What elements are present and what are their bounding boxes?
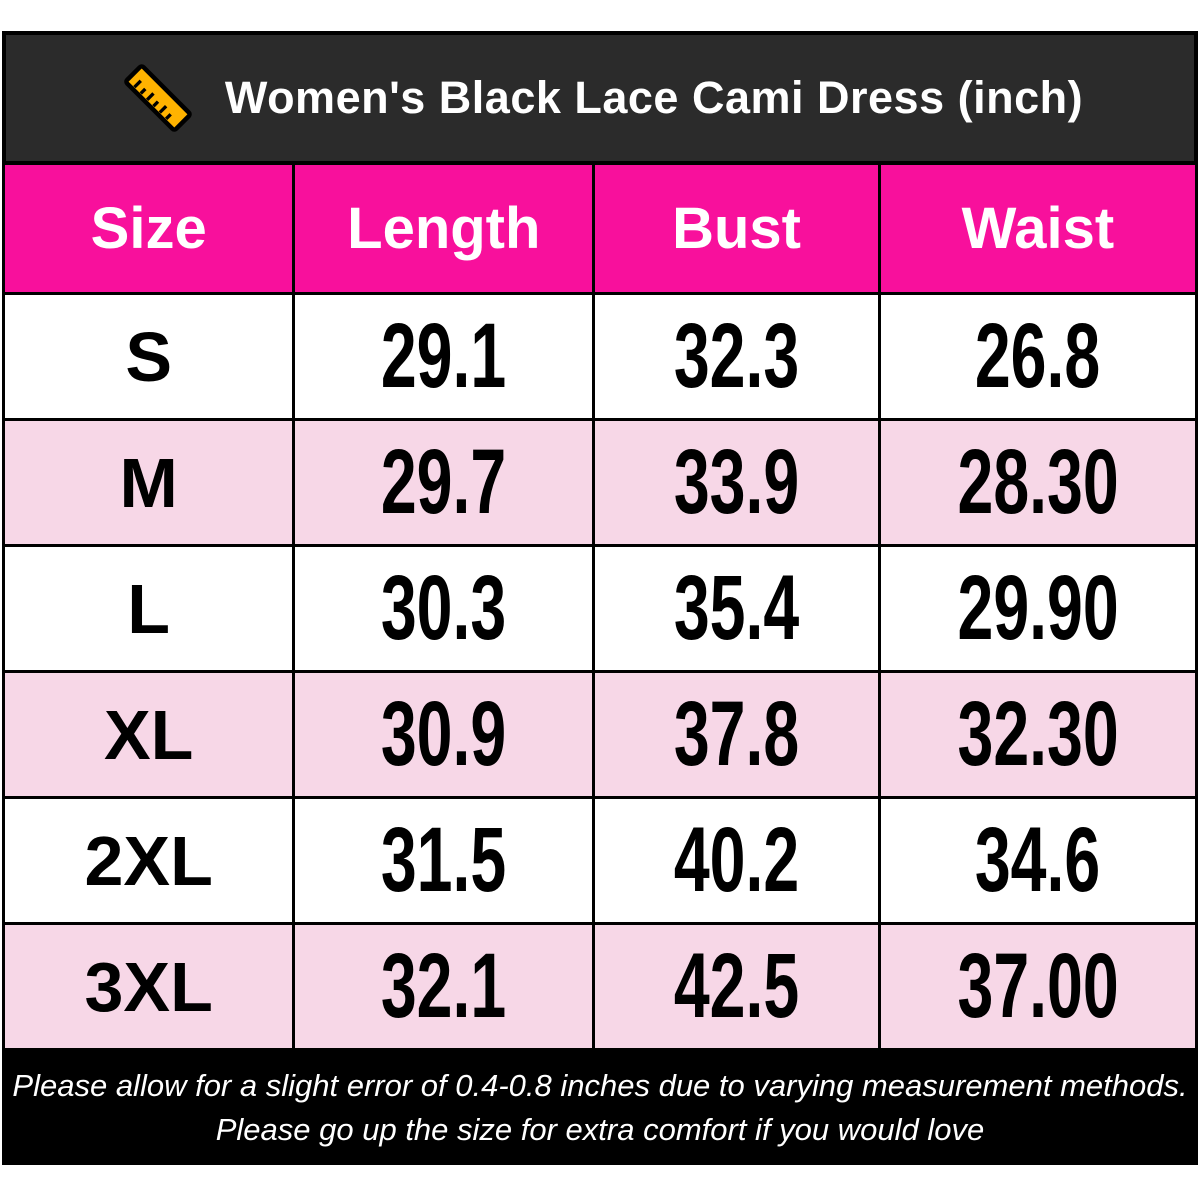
footer-note: Please allow for a slight error of 0.4-0…	[2, 1051, 1198, 1165]
waist-value: 29.90	[957, 557, 1119, 659]
column-header-bust: Bust	[595, 165, 881, 292]
size-chart-title-bar: Women's Black Lace Cami Dress (inch)	[2, 31, 1198, 165]
page-title: Women's Black Lace Cami Dress (inch)	[224, 72, 1084, 123]
size-value: 3XL	[5, 925, 296, 1048]
bust-value: 33.9	[595, 421, 881, 544]
size-chart-sheet: Women's Black Lace Cami Dress (inch) Siz…	[2, 31, 1198, 1165]
size-value: 2XL	[5, 799, 296, 922]
size-value: XL	[5, 673, 296, 796]
length-value: 32.1	[295, 925, 596, 1048]
bust-value: 35.4	[595, 547, 881, 670]
size-value: S	[5, 295, 296, 418]
waist-value: 32.30	[957, 683, 1119, 785]
waist-value: 37.00	[957, 935, 1119, 1037]
footer-line-2: Please go up the size for extra comfort …	[215, 1112, 985, 1147]
table-row-xl: XL 30.9 37.8 32.30	[5, 673, 1195, 799]
size-value: M	[5, 421, 296, 544]
column-header-length: Length	[295, 165, 596, 292]
length-value: 29.7	[295, 421, 596, 544]
length-value: 31.5	[295, 799, 596, 922]
column-header-waist: Waist	[961, 196, 1115, 261]
table-row-m: M 29.7 33.9 28.30	[5, 421, 1195, 547]
table-row-3xl: 3XL 32.1 42.5 37.00	[5, 925, 1195, 1051]
footer-line-1: Please allow for a slight error of 0.4-0…	[12, 1067, 1188, 1103]
ruler-icon	[117, 57, 199, 139]
column-header-size: Size	[5, 165, 296, 292]
table-header-row: Size Length Bust Waist	[5, 165, 1195, 295]
table-row-l: L 30.3 35.4 29.90	[5, 547, 1195, 673]
size-chart-table: Size Length Bust Waist S 29.1 32.3 26.8 …	[2, 165, 1198, 1051]
waist-value: 28.30	[957, 431, 1119, 533]
length-value: 29.1	[295, 295, 596, 418]
length-value: 30.9	[295, 673, 596, 796]
waist-value: 34.6	[975, 809, 1101, 911]
bust-value: 32.3	[595, 295, 881, 418]
table-row-s: S 29.1 32.3 26.8	[5, 295, 1195, 421]
size-value: L	[5, 547, 296, 670]
table-row-2xl: 2XL 31.5 40.2 34.6	[5, 799, 1195, 925]
bust-value: 40.2	[595, 799, 881, 922]
waist-value: 26.8	[975, 305, 1101, 407]
bust-value: 42.5	[595, 925, 881, 1048]
bust-value: 37.8	[595, 673, 881, 796]
length-value: 30.3	[295, 547, 596, 670]
